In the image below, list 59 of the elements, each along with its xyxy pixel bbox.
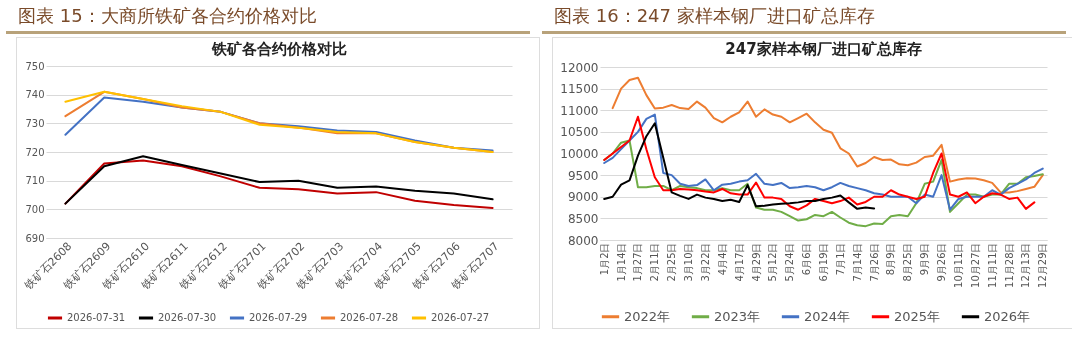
line-series <box>611 76 1044 194</box>
x-tick-label: 5月12日 <box>767 242 779 282</box>
legend-label: 2026-07-31 <box>67 312 126 323</box>
y-tick-label: 10500 <box>560 125 599 140</box>
legend-label: 2026-07-29 <box>249 312 308 323</box>
legend-label: 2023年 <box>714 308 761 324</box>
x-tick-label: 10月11日 <box>952 242 964 288</box>
x-tick-label: 4月17日 <box>733 242 745 282</box>
x-tick-label: 9月26日 <box>936 242 948 282</box>
x-tick-label: 5月24日 <box>784 242 796 282</box>
y-tick-label: 12000 <box>560 60 599 75</box>
y-tick-label: 710 <box>25 175 45 187</box>
x-tick-label: 1月27日 <box>632 242 644 282</box>
x-tick-label: 6月6日 <box>801 242 813 276</box>
chart-title: 图表 16：247 家样本钢厂进口矿总库存 <box>542 0 1066 34</box>
x-tick-label: 2月11日 <box>649 242 661 282</box>
x-tick-label: 12月29日 <box>1037 242 1049 288</box>
x-tick-label: 6月19日 <box>818 242 829 282</box>
x-tick-label: 1月2日 <box>598 242 610 276</box>
x-tick-label: 12月13日 <box>1020 242 1032 288</box>
legend-label: 2022年 <box>624 308 671 324</box>
y-tick-label: 10000 <box>560 147 599 161</box>
legend-label: 2026-07-30 <box>158 312 217 323</box>
x-tick-label: 3月22日 <box>699 242 711 282</box>
x-tick-label: 8月25日 <box>902 242 914 282</box>
x-tick-label: 2月25日 <box>666 242 678 282</box>
legend-label: 2024年 <box>804 308 851 324</box>
chart-title: 图表 15：大商所铁矿各合约价格对比 <box>6 0 530 34</box>
x-tick-label: 11月28日 <box>1003 242 1015 288</box>
y-tick-label: 9500 <box>567 168 599 183</box>
y-tick-label: 750 <box>25 60 45 72</box>
y-tick-label: 9000 <box>567 190 599 205</box>
y-tick-label: 740 <box>25 89 45 101</box>
y-tick-label: 11000 <box>560 103 599 118</box>
x-tick-label: 9月9日 <box>919 242 931 276</box>
y-tick-label: 720 <box>25 146 45 158</box>
y-tick-label: 700 <box>25 203 45 215</box>
x-tick-label: 4月29日 <box>750 242 762 282</box>
x-tick-label: 11月11日 <box>986 242 998 288</box>
y-tick-label: 730 <box>25 117 45 129</box>
legend-label: 2026-07-28 <box>340 312 399 323</box>
chart-subtitle: 铁矿各合约价格对比 <box>210 40 347 58</box>
x-tick-label: 4月4日 <box>716 242 728 276</box>
chart-subtitle: 247家样本钢厂进口矿总库存 <box>725 40 922 58</box>
y-tick-label: 8000 <box>567 233 599 248</box>
x-tick-label: 3月10日 <box>683 242 695 282</box>
y-tick-label: 11500 <box>560 82 599 97</box>
x-tick-label: 7月26日 <box>868 242 880 282</box>
x-tick-label: 7月14日 <box>851 242 863 282</box>
legend-label: 2025年 <box>894 308 941 324</box>
legend-label: 2026年 <box>984 308 1031 324</box>
y-tick-label: 690 <box>25 232 45 244</box>
x-tick-label: 1月14日 <box>615 242 627 282</box>
x-tick-label: 10月27日 <box>969 242 981 288</box>
x-tick-label: 7月1日 <box>834 242 846 276</box>
legend-label: 2026-07-27 <box>431 312 490 323</box>
line-series <box>603 122 876 210</box>
x-tick-label: 8月9日 <box>885 242 897 276</box>
y-tick-label: 8500 <box>567 211 599 226</box>
